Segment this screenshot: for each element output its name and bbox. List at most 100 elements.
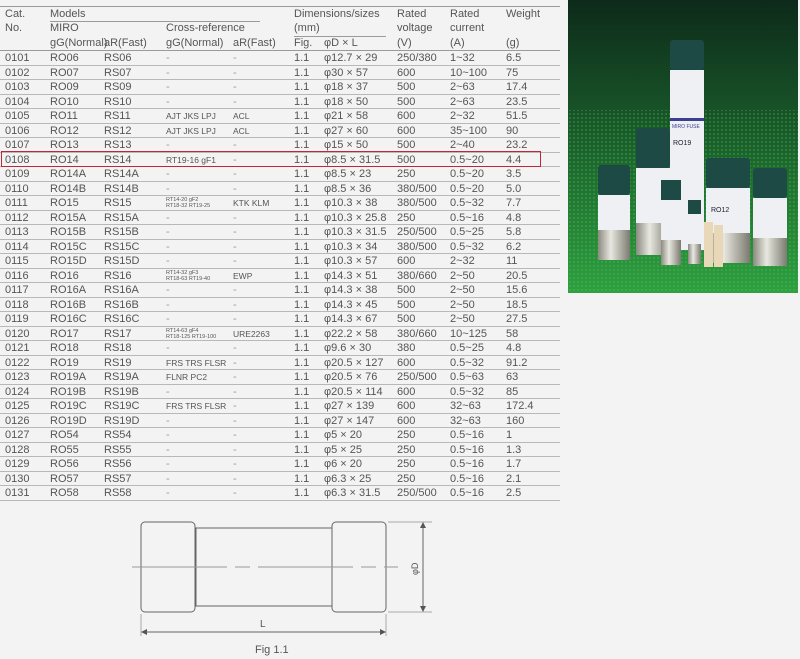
cell-rated-current: 0.5~16 (450, 458, 484, 470)
diameter-label: φD (410, 562, 420, 575)
cell-rated-voltage: 250 (397, 168, 416, 180)
table-row: 0102 RO07 RS07 - - 1.1 φ30 × 57 600 10~100 75 (0, 66, 560, 80)
cell-cross-ar: ACL (233, 125, 250, 136)
cell-fig: 1.1 (294, 400, 310, 412)
cell-dimensions: φ22.2 × 58 (324, 327, 378, 340)
cell-dimensions: φ5 × 25 (324, 443, 363, 456)
cell-weight: 7.7 (506, 197, 522, 209)
cell-miro-ar: RS11 (104, 110, 131, 122)
cell-miro-gg: RO17 (50, 327, 79, 340)
cell-fig: 1.1 (294, 153, 310, 166)
table-row: 0119 RO16C RS16C - - 1.1 φ14.3 × 67 500 2~50 27.5 (0, 312, 560, 327)
header-cross-reference: Cross-reference (166, 22, 245, 34)
cell-miro-gg: RO15B (50, 226, 87, 238)
cell-dimensions: φ15 × 50 (324, 139, 369, 151)
cell-cat-no: 0123 (5, 371, 30, 383)
cell-rated-voltage: 600 (397, 110, 416, 122)
cell-dimensions: φ27 × 60 (324, 124, 369, 137)
cell-cross-ar: - (233, 226, 237, 238)
cell-cross-ar: - (233, 240, 237, 253)
cell-rated-voltage: 500 (397, 313, 416, 325)
cell-miro-gg: RO14B (50, 182, 87, 195)
cell-miro-ar: RS19 (104, 356, 132, 369)
cell-fig: 1.1 (294, 139, 310, 151)
cell-miro-ar: RS15C (104, 240, 140, 253)
cell-cat-no: 0112 (5, 211, 29, 224)
cell-cat-no: 0107 (5, 139, 30, 151)
cell-fig: 1.1 (294, 487, 310, 499)
cell-rated-voltage: 600 (397, 400, 416, 412)
header-dl: φD × L (324, 37, 358, 49)
cell-miro-ar: RS16B (104, 298, 139, 311)
cell-cat-no: 0101 (5, 52, 30, 64)
cell-rated-current: 0.5~32 (450, 385, 484, 398)
cell-rated-voltage: 380/660 (397, 269, 437, 282)
cell-rated-voltage: 380/660 (397, 327, 437, 340)
cell-rated-current: 0.5~32 (450, 197, 484, 209)
table-row: 0116 RO16 RS16 RT14-32 gF3 RT18-63 RT19-40 E… (0, 269, 560, 283)
table-row: 0113 RO15B RS15B - - 1.1 φ10.3 × 31.5 250/500 0.… (0, 225, 560, 240)
cell-cross-gg: - (166, 255, 170, 267)
cell-miro-ar: RS06 (104, 52, 132, 64)
header-rated-current-unit: (A) (450, 37, 465, 49)
cell-rated-voltage: 500 (397, 95, 416, 108)
cell-weight: 91.2 (506, 356, 528, 369)
cell-cross-gg: RT14-20 gF2 RT18-32 RT19-25 (166, 197, 211, 209)
cell-rated-voltage: 250/500 (397, 226, 437, 238)
cell-cat-no: 0116 (5, 269, 29, 282)
cell-miro-ar: RS58 (104, 487, 132, 499)
cell-miro-ar: RS10 (104, 95, 132, 108)
cell-weight: 160 (506, 414, 525, 427)
header-miro: MIRO (50, 22, 79, 34)
cell-rated-current: 32~63 (450, 400, 481, 412)
cell-cross-gg: - (166, 182, 170, 195)
cell-dimensions: φ12.7 × 29 (324, 52, 378, 64)
cell-miro-gg: RO57 (50, 472, 79, 485)
cell-cross-gg: - (166, 472, 170, 485)
cell-rated-current: 2~32 (450, 255, 475, 267)
cell-cross-gg: - (166, 240, 170, 253)
cell-dimensions: φ6.3 × 25 (324, 472, 372, 485)
cell-miro-ar: RS13 (104, 139, 132, 151)
cell-rated-voltage: 380 (397, 342, 416, 354)
table-row: 0101 RO06 RS06 - - 1.1 φ12.7 × 29 250/380 1~32 6.… (0, 51, 560, 66)
cell-miro-ar: RS15A (104, 211, 139, 224)
cell-rated-voltage: 380/500 (397, 240, 437, 253)
header-bottom-rule (0, 50, 560, 51)
cell-rated-voltage: 600 (397, 356, 416, 369)
cell-miro-ar: RS18 (104, 342, 132, 354)
cell-cat-no: 0121 (5, 342, 30, 354)
table-row: 0121 RO18 RS18 - - 1.1 φ9.6 × 30 380 0.5~25 4.8 (0, 341, 560, 356)
cell-rated-voltage: 500 (397, 284, 416, 296)
cell-cross-gg: - (166, 429, 170, 441)
cell-miro-gg: RO07 (50, 66, 79, 79)
table-row: 0104 RO10 RS10 - - 1.1 φ18 × 50 500 2~63 23.5 (0, 95, 560, 109)
header-no: No. (5, 22, 23, 34)
table-row: 0118 RO16B RS16B - - 1.1 φ14.3 × 45 500 2~50 18.5 (0, 298, 560, 312)
cell-rated-voltage: 500 (397, 153, 416, 166)
header-fig: Fig. (294, 37, 313, 49)
cell-cat-no: 0111 (5, 197, 28, 209)
cell-rated-current: 10~100 (450, 66, 488, 79)
cell-cross-gg: - (166, 487, 170, 499)
cell-cross-ar: - (233, 313, 237, 325)
cell-rated-voltage: 500 (397, 81, 416, 93)
cell-weight: 85 (506, 385, 519, 398)
cell-dimensions: φ9.6 × 30 (324, 342, 372, 354)
cell-miro-ar: RS12 (104, 124, 132, 137)
cell-cross-gg: - (166, 313, 170, 325)
cell-cat-no: 0119 (5, 313, 29, 325)
cell-miro-gg: RO09 (50, 81, 79, 93)
cell-cross-ar: - (233, 385, 237, 398)
header-models: Models (50, 8, 86, 20)
cell-cross-gg: - (166, 81, 170, 93)
cell-miro-ar: RS15D (104, 255, 140, 267)
fuse-small-group (661, 180, 723, 267)
table-row: 0117 RO16A RS16A - - 1.1 φ14.3 × 38 500 2~50 15.6 (0, 283, 560, 298)
cell-dimensions: φ27 × 139 (324, 400, 375, 412)
cell-cross-ar: EWP (233, 270, 253, 281)
cell-cross-gg: AJT JKS LPJ (166, 111, 216, 121)
cell-dimensions: φ14.3 × 67 (324, 313, 378, 325)
cell-rated-voltage: 380/500 (397, 197, 437, 209)
cell-rated-current: 35~100 (450, 124, 488, 137)
